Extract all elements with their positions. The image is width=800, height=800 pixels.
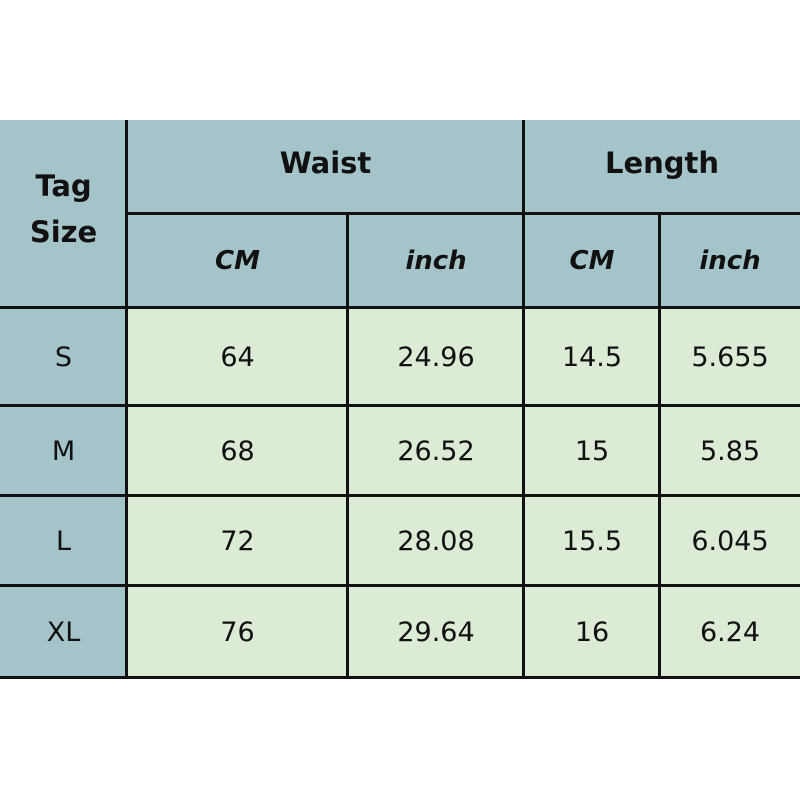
row-waist-inch: 28.08 xyxy=(348,496,524,586)
row-waist-cm: 68 xyxy=(127,406,348,496)
row-size: XL xyxy=(0,586,127,678)
divider xyxy=(0,676,800,679)
header-tag-size: Tag Size xyxy=(0,120,127,308)
divider xyxy=(658,214,661,678)
row-waist-cm: 72 xyxy=(127,496,348,586)
row-length-inch: 6.24 xyxy=(660,586,800,678)
header-waist-cm: CM xyxy=(127,214,348,308)
row-size: L xyxy=(0,496,127,586)
divider xyxy=(0,494,800,497)
divider xyxy=(0,584,800,587)
header-length-inch: inch xyxy=(660,214,800,308)
divider xyxy=(0,404,800,407)
header-waist: Waist xyxy=(127,120,524,214)
row-size: S xyxy=(0,308,127,406)
header-length: Length xyxy=(524,120,800,214)
row-length-cm: 16 xyxy=(524,586,660,678)
divider xyxy=(125,212,800,215)
divider xyxy=(522,120,525,678)
row-waist-inch: 24.96 xyxy=(348,308,524,406)
tag-size-label: Tag Size xyxy=(29,169,98,249)
row-length-inch: 6.045 xyxy=(660,496,800,586)
row-length-cm: 14.5 xyxy=(524,308,660,406)
row-length-inch: 5.655 xyxy=(660,308,800,406)
row-length-cm: 15.5 xyxy=(524,496,660,586)
row-length-cm: 15 xyxy=(524,406,660,496)
row-waist-cm: 76 xyxy=(127,586,348,678)
row-waist-inch: 26.52 xyxy=(348,406,524,496)
header-length-cm: CM xyxy=(524,214,660,308)
header-waist-inch: inch xyxy=(348,214,524,308)
row-waist-cm: 64 xyxy=(127,308,348,406)
divider xyxy=(125,120,128,678)
row-waist-inch: 29.64 xyxy=(348,586,524,678)
row-size: M xyxy=(0,406,127,496)
divider xyxy=(0,306,800,309)
divider xyxy=(346,214,349,678)
row-length-inch: 5.85 xyxy=(660,406,800,496)
